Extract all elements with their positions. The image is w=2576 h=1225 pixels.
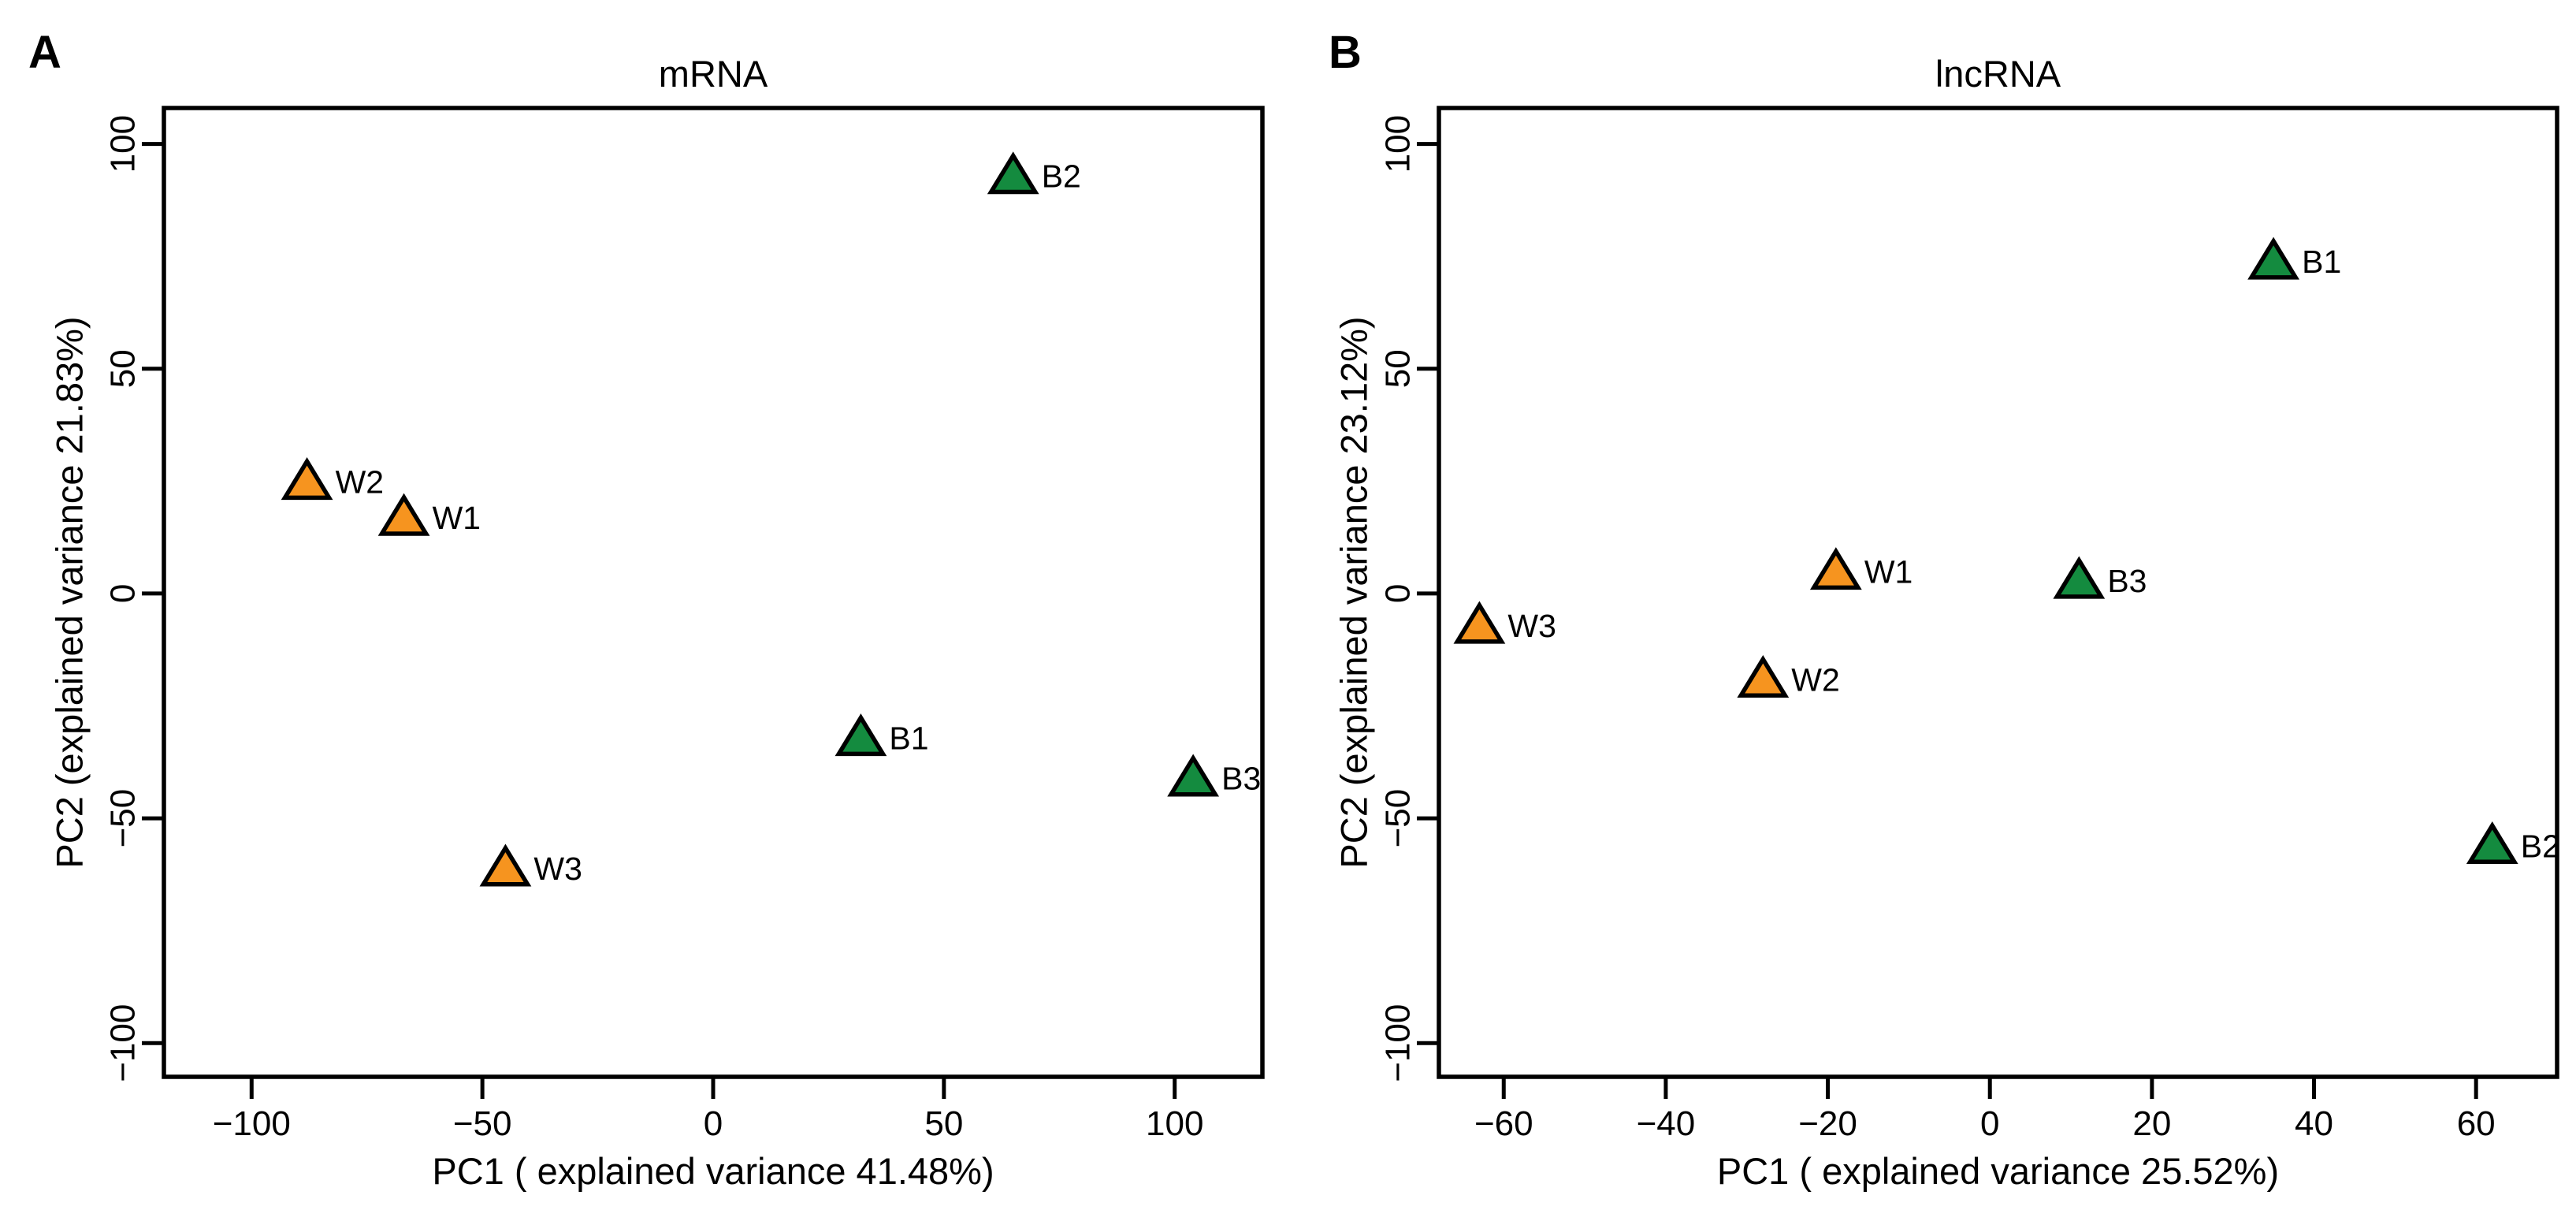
y-axis-label: PC2 (explained variance 23.12%) — [1333, 316, 1375, 868]
triangle-marker-icon — [2247, 236, 2300, 280]
plot-area — [1437, 106, 2559, 1079]
data-point-w1[interactable]: W1 — [1809, 547, 1913, 590]
point-label: W2 — [336, 464, 385, 500]
x-axis-label: PC1 ( explained variance 25.52%) — [1717, 1150, 2279, 1192]
point-label: B2 — [2521, 828, 2560, 864]
y-tick-label: 0 — [1379, 584, 1418, 603]
x-tick-label: 20 — [2132, 1104, 2171, 1143]
y-tick-label: 100 — [1379, 115, 1418, 173]
data-point-b1[interactable]: B1 — [835, 713, 929, 757]
point-label: W3 — [533, 851, 582, 887]
panel-lncrna: lncRNA −60 −40 −20 0 20 40 60 −100 −50 0 50 100 PC1 (… — [1300, 0, 2576, 1225]
triangle-marker-icon — [281, 457, 333, 501]
data-point-w2[interactable]: W2 — [1737, 654, 1840, 698]
triangle-marker-icon — [1737, 654, 1790, 698]
triangle-marker-icon — [1809, 547, 1862, 590]
x-tick-label: 100 — [1146, 1104, 1203, 1143]
x-tick-label: −40 — [1637, 1104, 1696, 1143]
y-tick-label: 50 — [1379, 349, 1418, 388]
triangle-marker-icon — [1453, 601, 1506, 644]
data-point-w1[interactable]: W1 — [377, 493, 481, 536]
x-tick-label: −100 — [213, 1104, 291, 1143]
panel-letter-b: B — [1329, 27, 1362, 78]
data-point-b2[interactable]: B2 — [2466, 821, 2560, 865]
data-point-b3[interactable]: B3 — [2053, 556, 2147, 599]
y-tick-label: 100 — [104, 115, 143, 173]
data-point-b2[interactable]: B2 — [987, 151, 1081, 195]
y-tick-label: −100 — [104, 1004, 143, 1082]
y-tick-label: 50 — [104, 349, 143, 388]
point-label: B3 — [1221, 761, 1261, 797]
x-tick-label: 60 — [2457, 1104, 2496, 1143]
panel-letter-a: A — [28, 27, 61, 78]
x-tick-label: −50 — [453, 1104, 512, 1143]
point-label: B2 — [1042, 158, 1081, 195]
panel-title: lncRNA — [1935, 53, 2061, 95]
lncrna-scatter-plot: lncRNA −60 −40 −20 0 20 40 60 −100 −50 0 50 100 PC1 (… — [1333, 53, 2560, 1192]
plot-area — [162, 106, 1265, 1079]
point-label: W1 — [433, 500, 481, 536]
y-tick-label: −50 — [104, 789, 143, 848]
x-tick-label: 0 — [1980, 1104, 1999, 1143]
x-axis-label: PC1 ( explained variance 41.48%) — [432, 1150, 994, 1192]
data-point-w3[interactable]: W3 — [1453, 601, 1556, 644]
triangle-marker-icon — [479, 843, 532, 887]
x-tick-label: 50 — [924, 1104, 963, 1143]
triangle-marker-icon — [377, 493, 430, 536]
triangle-marker-icon — [987, 151, 1039, 195]
data-point-w2[interactable]: W2 — [281, 457, 385, 501]
y-tick-label: −50 — [1379, 789, 1418, 848]
x-tick-label: 0 — [704, 1104, 723, 1143]
panel-mrna: mRNA −100 −50 0 50 100 −100 −50 0 50 100 PC1 ( expl… — [28, 27, 1265, 1192]
point-label: B1 — [2302, 244, 2341, 280]
point-label: B1 — [889, 720, 928, 756]
y-axis-label: PC2 (explained variance 21.83%) — [49, 316, 91, 868]
x-tick-label: −60 — [1474, 1104, 1533, 1143]
triangle-marker-icon — [2053, 556, 2106, 599]
triangle-marker-icon — [1167, 754, 1220, 797]
point-label: B3 — [2107, 563, 2147, 599]
x-tick-label: 40 — [2295, 1104, 2333, 1143]
triangle-marker-icon — [835, 713, 887, 757]
y-tick-label: 0 — [104, 584, 143, 603]
data-point-b3[interactable]: B3 — [1167, 754, 1261, 797]
point-label: W1 — [1864, 553, 1913, 590]
mrna-scatter-plot: mRNA −100 −50 0 50 100 −100 −50 0 50 100 PC1 ( expl… — [49, 53, 1265, 1192]
y-tick-label: −100 — [1379, 1004, 1418, 1082]
panel-title: mRNA — [659, 53, 768, 95]
point-label: W2 — [1791, 661, 1840, 698]
point-label: W3 — [1507, 608, 1556, 644]
data-point-w3[interactable]: W3 — [479, 843, 582, 887]
x-tick-label: −20 — [1798, 1104, 1857, 1143]
triangle-marker-icon — [2466, 821, 2518, 865]
data-point-b1[interactable]: B1 — [2247, 236, 2341, 280]
